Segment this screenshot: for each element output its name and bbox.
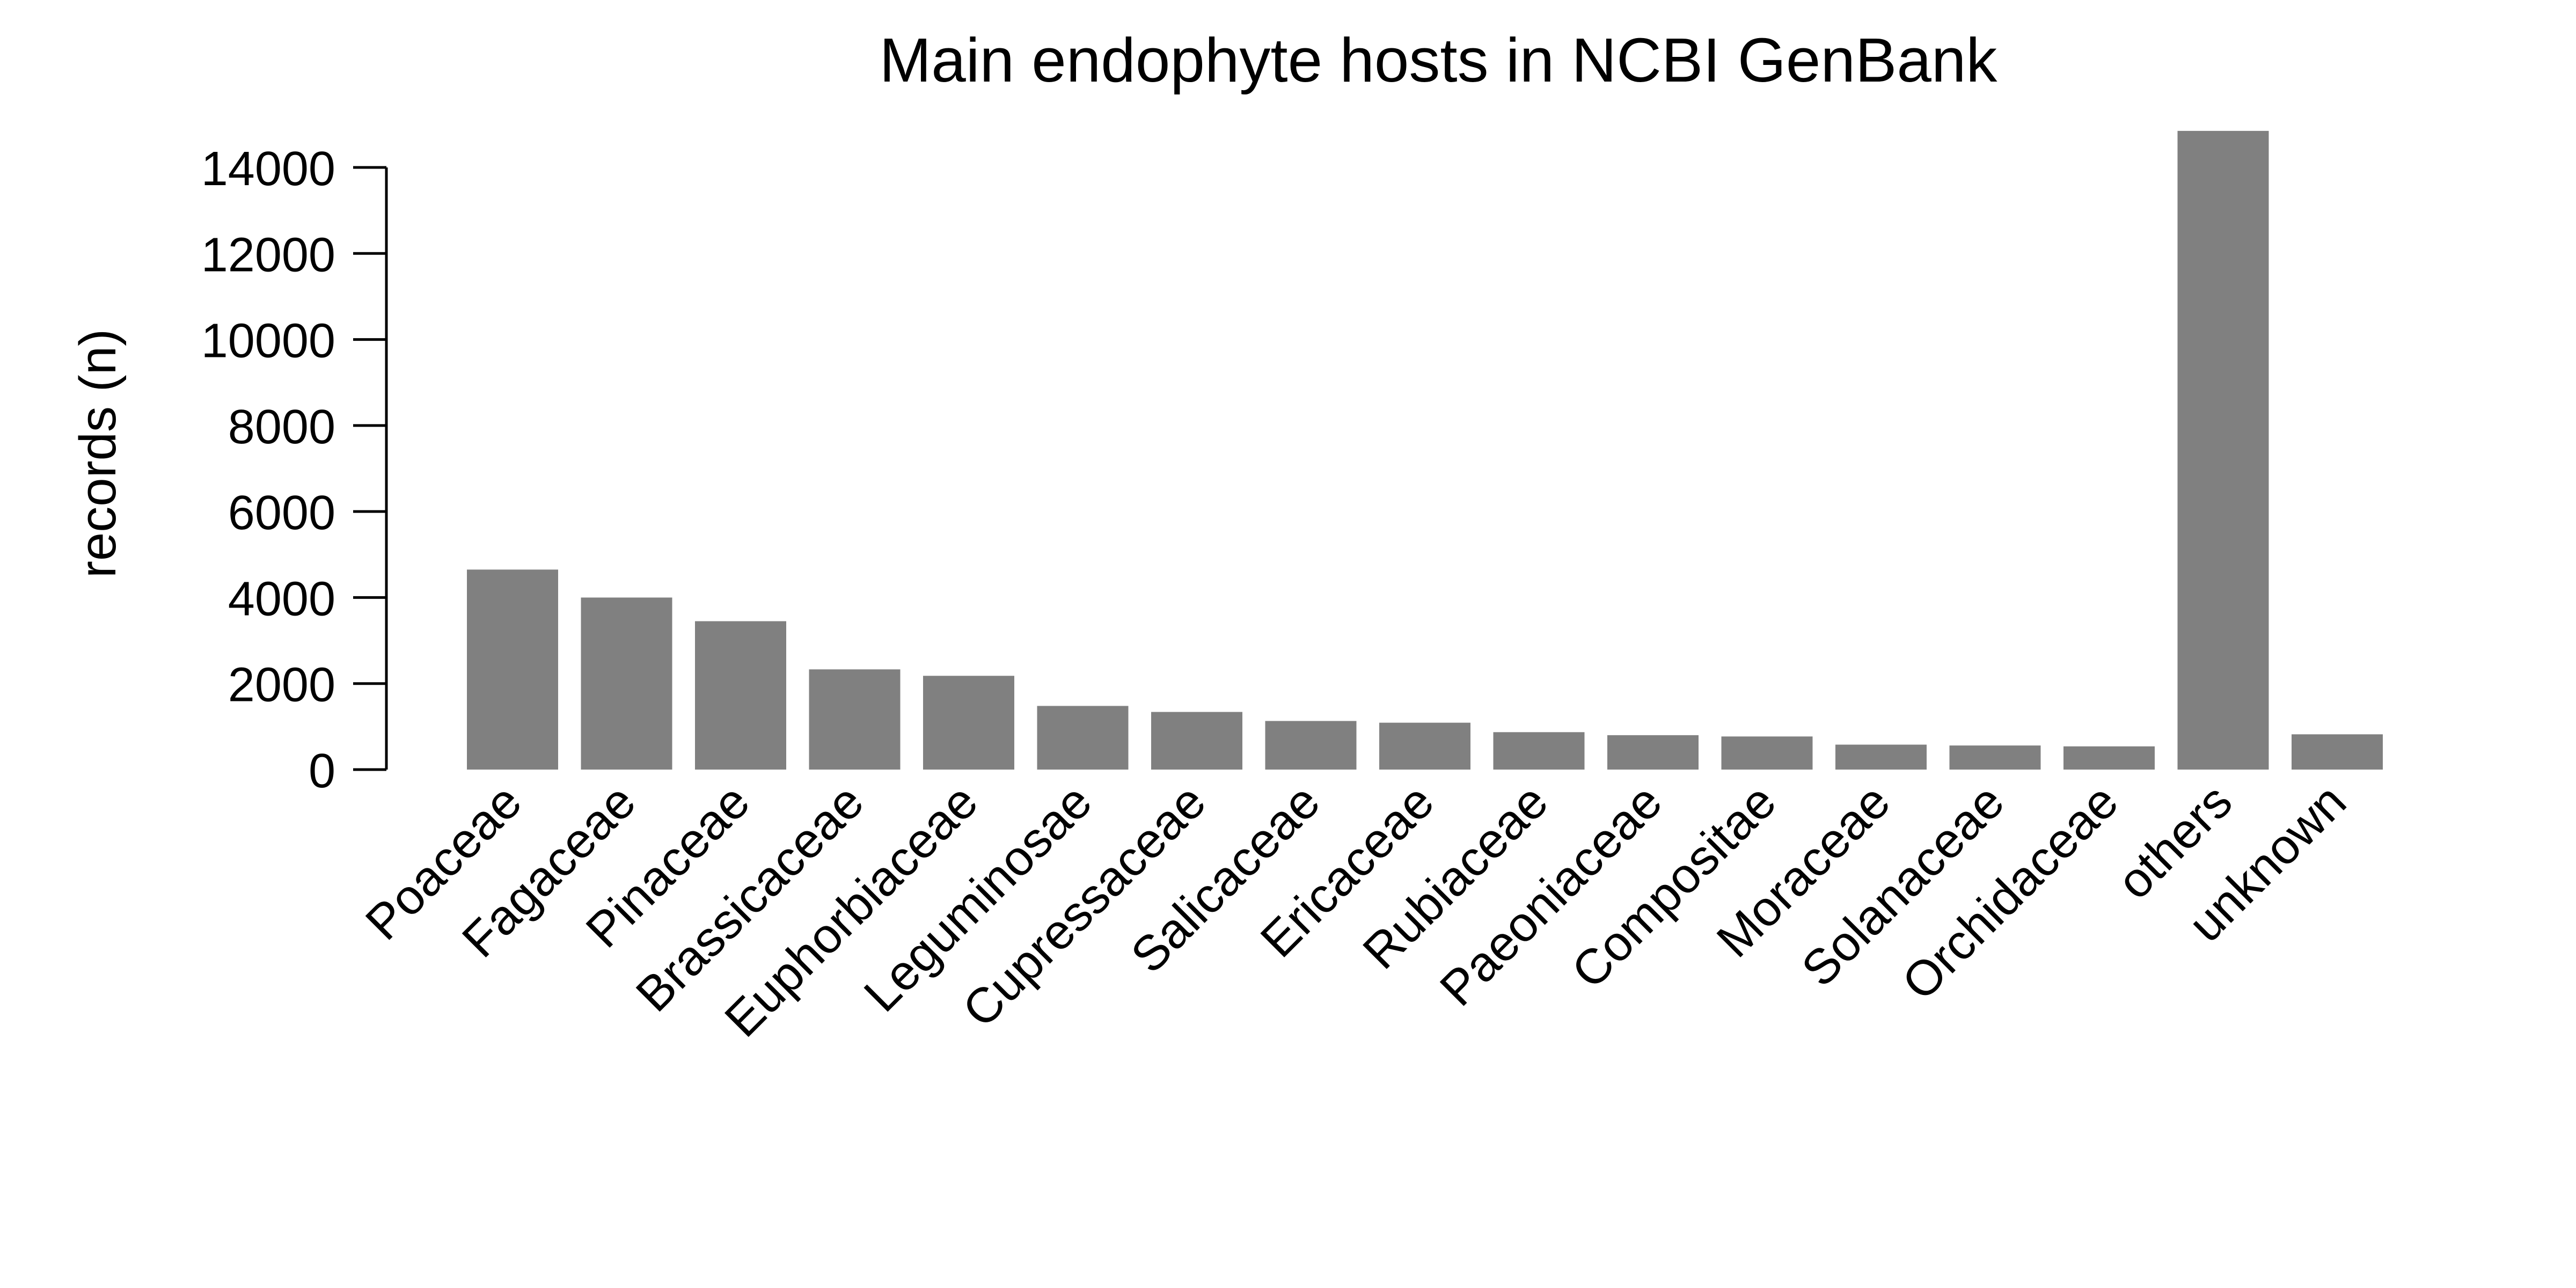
bar-compositae	[1721, 736, 1813, 770]
y-axis-label: records (n)	[69, 329, 127, 578]
bar-unknown	[2292, 734, 2383, 770]
chart-title: Main endophyte hosts in NCBI GenBank	[880, 25, 1998, 95]
y-tick-label: 8000	[228, 400, 335, 454]
bar-leguminosae	[1037, 706, 1129, 770]
bars	[467, 130, 2383, 770]
y-tick-label: 0	[309, 744, 335, 798]
bar-ericaceae	[1379, 722, 1470, 770]
y-tick-label: 2000	[228, 658, 335, 712]
x-axis-labels: PoaceaeFagaceaePinaceaeBrassicaceaeEupho…	[355, 774, 2357, 1048]
bar-poaceae	[467, 569, 558, 770]
bar-moraceae	[1835, 744, 1927, 770]
y-tick-label: 14000	[201, 142, 335, 196]
bar-pinaceae	[695, 621, 786, 770]
bar-orchidaceae	[2063, 746, 2155, 770]
y-axis-ticks: 0 2000 4000 6000 8000 10000 12000 14000	[201, 142, 386, 798]
y-tick-label: 10000	[201, 314, 335, 368]
y-tick-label: 4000	[228, 572, 335, 626]
bar-paeoniaceae	[1607, 735, 1699, 770]
bar-cupressaceae	[1151, 712, 1242, 770]
bar-solanaceae	[1949, 745, 2041, 770]
bar-others	[2177, 130, 2269, 770]
bar-fagaceae	[581, 597, 672, 770]
y-tick-label: 12000	[201, 228, 335, 282]
bar-euphorbiaceae	[923, 676, 1014, 770]
bar-brassicaceae	[809, 669, 901, 770]
y-tick-label: 6000	[228, 486, 335, 540]
bar-salicaceae	[1265, 721, 1357, 770]
bar-rubiaceae	[1493, 732, 1585, 770]
